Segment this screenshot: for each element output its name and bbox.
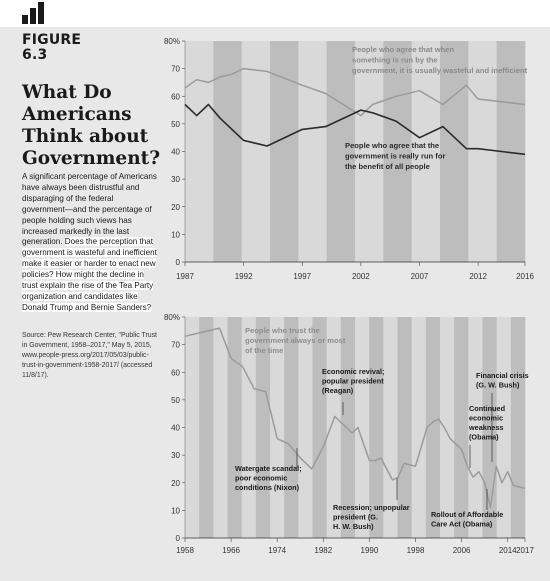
y-tick-label: 50	[171, 120, 180, 129]
series-label-trust: People who trust the government always or…	[245, 326, 346, 355]
background-band	[355, 41, 384, 262]
background-band	[440, 317, 455, 538]
series-line-1	[184, 67, 526, 117]
background-band	[227, 317, 242, 538]
y-tick-label: 30	[171, 175, 180, 184]
x-tick-label: 1997	[293, 272, 311, 281]
x-tick-label: 1974	[268, 546, 286, 555]
background-band	[255, 317, 271, 538]
x-tick-label: 2016	[516, 272, 534, 281]
chart-2: 0 10 20 30 40 50 60 70 80% 1958 1966 1974 1982 1990 19…	[164, 313, 534, 555]
background-band	[383, 317, 398, 538]
y-tick-label: 80%	[164, 37, 180, 46]
y-tick-label: 10	[171, 506, 180, 515]
background-band	[340, 317, 356, 538]
background-band	[326, 41, 356, 262]
series-line-2	[184, 103, 526, 156]
background-band	[284, 317, 299, 538]
background-band	[468, 317, 483, 538]
background-band	[383, 41, 412, 262]
y-tick-label: 40	[171, 424, 180, 433]
y-tick-label: 70	[171, 65, 180, 74]
y-tick-label: 0	[176, 534, 181, 543]
annotation-1: Watergate scandal; poor economic condition…	[235, 464, 302, 492]
x-tick-label: 1982	[314, 546, 332, 555]
background-band	[270, 317, 285, 538]
annotation-6: Rollout of Affordable Care Act (Obama)	[431, 510, 503, 529]
x-tick-label: 1998	[407, 546, 425, 555]
figure-word: FIGURE	[22, 32, 82, 48]
y-tick-label: 50	[171, 396, 180, 405]
background-band	[454, 317, 469, 538]
background-band	[312, 317, 327, 538]
x-tick-label: 1990	[361, 546, 379, 555]
background-band	[440, 41, 469, 262]
body-question: Does the perception that government is w…	[22, 237, 157, 312]
chart-1: 0 10 20 30 40 50 60 70 80% 1987 1992 1997 2002 2007 20…	[164, 37, 534, 281]
y-tick-label: 0	[176, 258, 181, 267]
annotation-5: Continued economic weakness (Obama)	[468, 404, 505, 442]
series-line-1	[184, 327, 526, 509]
background-band	[369, 317, 384, 538]
x-tick-label: 1966	[222, 546, 240, 555]
background-band	[213, 317, 228, 538]
y-tick-label: 10	[171, 230, 180, 239]
x-tick-label: 1987	[176, 272, 194, 281]
background-band	[510, 317, 526, 538]
background-band	[185, 41, 214, 262]
y-tick-label: 20	[171, 203, 180, 212]
series-label-benefit: People who agree that the government is r…	[345, 141, 445, 171]
figure-title: What Do Americans Think about Government…	[22, 82, 161, 169]
background-band	[241, 41, 271, 262]
background-band	[298, 317, 313, 538]
top-bar	[0, 0, 550, 27]
x-tick-label: 2006	[453, 546, 471, 555]
y-tick-label: 80%	[164, 313, 180, 322]
y-tick-label: 70	[171, 341, 180, 350]
x-tick-label: 1992	[235, 272, 253, 281]
background-band	[298, 41, 327, 262]
y-tick-label: 20	[171, 479, 180, 488]
body-intro: A significant percentage of Americans ha…	[22, 172, 157, 247]
series-label-wasteful: People who agree that when something is r…	[352, 45, 528, 75]
background-band	[411, 41, 441, 262]
bar-chart-icon	[22, 2, 44, 24]
annotation-3: Recession; unpopular president (G. H. W. B…	[333, 503, 410, 531]
background-band	[468, 41, 497, 262]
annotation-2: Economic revival; popular president (Reaga…	[322, 367, 384, 395]
background-band	[326, 317, 342, 538]
y-tick-label: 30	[171, 451, 180, 460]
source-note: Source: Pew Research Center, "Public Tru…	[22, 332, 157, 379]
background-band	[425, 317, 441, 538]
x-tick-label: 2002	[352, 272, 370, 281]
x-tick-label: 2012	[469, 272, 487, 281]
x-tick-label: 2014	[499, 546, 517, 555]
x-tick-label: 1958	[176, 546, 194, 555]
x-tick-label: 2017	[516, 546, 534, 555]
background-band	[496, 317, 512, 538]
figure-number: 6.3	[22, 47, 48, 63]
x-tick-label: 2007	[411, 272, 429, 281]
y-tick-label: 60	[171, 92, 180, 101]
y-tick-label: 60	[171, 368, 180, 377]
background-band	[185, 317, 200, 538]
background-band	[355, 317, 370, 538]
background-band	[199, 317, 214, 538]
y-tick-label: 40	[171, 148, 180, 157]
figure-body: A significant percentage of Americans ha…	[22, 172, 157, 314]
background-band	[397, 317, 412, 538]
figure-label: FIGURE 6.3	[22, 33, 81, 63]
annotation-4: Financial crisis (G. W. Bush)	[476, 371, 529, 390]
background-band	[213, 41, 242, 262]
background-band	[411, 317, 427, 538]
